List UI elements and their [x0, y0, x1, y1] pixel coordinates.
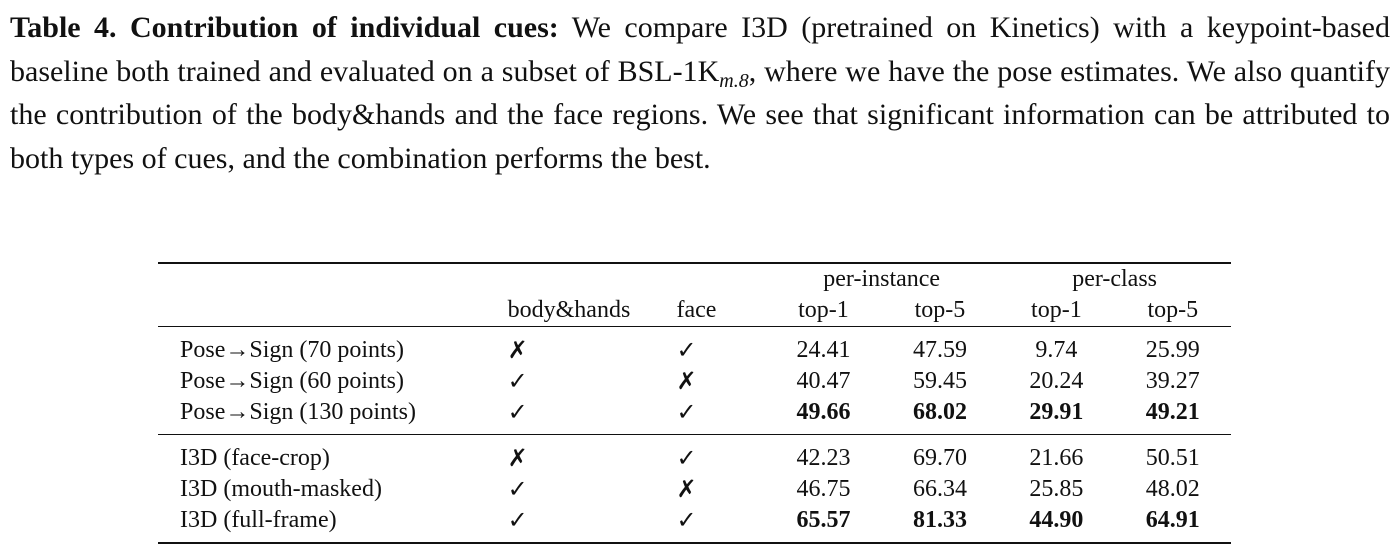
- caption-text-part1: We compare I3D (pretrained on Kinetics) …: [10, 11, 1390, 88]
- row-face-mark: ✗: [676, 367, 697, 395]
- table-row: I3D (face-crop) ✗ ✓ 42.23 69.70 21.66 50…: [158, 434, 1231, 475]
- results-table: per-instance per-class body&hands face t…: [158, 262, 1231, 544]
- table-row: I3D (mouth-masked) ✓ ✗ 46.75 66.34 25.85…: [158, 474, 1231, 505]
- caption-label: Table 4. Contribution of individual cues…: [10, 11, 559, 44]
- row-pi-top1: 46.75: [796, 476, 851, 502]
- row-face-mark: ✓: [676, 444, 697, 472]
- table-caption: Table 4. Contribution of individual cues…: [10, 6, 1390, 180]
- table-row: I3D (full-frame) ✓ ✓ 65.57 81.33 44.90 6…: [158, 505, 1231, 543]
- header-empty-method: [158, 263, 508, 295]
- row-body-hands-mark: ✗: [507, 444, 528, 472]
- row-body-hands-mark: ✓: [507, 475, 528, 503]
- caption-subscript: m.8: [719, 69, 749, 92]
- row-pc-top1: 9.74: [1035, 337, 1078, 363]
- row-pc-top5: 50.51: [1145, 445, 1200, 471]
- row-body-hands-mark: ✗: [507, 336, 528, 364]
- row-pc-top1: 20.24: [1029, 368, 1084, 394]
- row-pi-top5: 68.02: [912, 399, 967, 425]
- column-header-pi-top1: top-1: [798, 297, 849, 323]
- header-empty-face: [676, 263, 765, 295]
- row-method: I3D (face-crop): [180, 445, 330, 471]
- table-row: Pose→Sign (60 points) ✓ ✗ 40.47 59.45 20…: [158, 366, 1231, 397]
- row-pc-top1: 44.90: [1029, 507, 1084, 533]
- row-method: I3D (mouth-masked): [180, 476, 382, 502]
- row-pc-top1: 29.91: [1029, 399, 1084, 425]
- header-empty-bh: [508, 263, 677, 295]
- row-method: Pose→Sign (130 points): [180, 399, 417, 425]
- row-pi-top5: 47.59: [912, 337, 967, 363]
- group-header-per-class: per-class: [1072, 266, 1157, 292]
- row-pi-top1: 42.23: [796, 445, 851, 471]
- row-body-hands-mark: ✓: [507, 367, 528, 395]
- row-face-mark: ✗: [676, 475, 697, 503]
- row-pc-top1: 25.85: [1029, 476, 1084, 502]
- group-header-per-instance: per-instance: [823, 266, 941, 292]
- caption-text-part2: , where we have the pose estimates. We a…: [10, 54, 1390, 175]
- results-table-container: per-instance per-class body&hands face t…: [158, 262, 1231, 544]
- row-pi-top5: 81.33: [912, 507, 967, 533]
- row-body-hands-mark: ✓: [507, 398, 528, 426]
- row-pi-top1: 24.41: [796, 337, 851, 363]
- row-pi-top1: 49.66: [796, 399, 851, 425]
- column-header-row: body&hands face top-1 top-5 top-1 top-5: [158, 295, 1231, 327]
- row-pi-top5: 59.45: [912, 368, 967, 394]
- row-pc-top5: 48.02: [1145, 476, 1200, 502]
- row-pi-top1: 65.57: [796, 507, 851, 533]
- row-pc-top5: 25.99: [1145, 337, 1200, 363]
- table-row: Pose→Sign (130 points) ✓ ✓ 49.66 68.02 2…: [158, 397, 1231, 435]
- row-face-mark: ✓: [676, 398, 697, 426]
- table-row: Pose→Sign (70 points) ✗ ✓ 24.41 47.59 9.…: [158, 326, 1231, 367]
- column-header-body-hands: body&hands: [507, 297, 631, 323]
- row-face-mark: ✓: [676, 506, 697, 534]
- row-body-hands-mark: ✓: [507, 506, 528, 534]
- row-pc-top5: 39.27: [1145, 368, 1200, 394]
- column-header-pc-top1: top-1: [1031, 297, 1082, 323]
- row-pi-top5: 69.70: [912, 445, 967, 471]
- row-pc-top1: 21.66: [1029, 445, 1084, 471]
- row-pi-top1: 40.47: [796, 368, 851, 394]
- row-face-mark: ✓: [676, 336, 697, 364]
- row-pc-top5: 64.91: [1145, 507, 1200, 533]
- group-header-row: per-instance per-class: [158, 263, 1231, 295]
- row-pi-top5: 66.34: [912, 476, 967, 502]
- row-method: Pose→Sign (60 points): [180, 368, 405, 394]
- row-method: I3D (full-frame): [180, 507, 337, 533]
- row-method: Pose→Sign (70 points): [180, 337, 405, 363]
- column-header-pc-top5: top-5: [1147, 297, 1199, 323]
- row-pc-top5: 49.21: [1145, 399, 1200, 425]
- column-header-pi-top5: top-5: [914, 297, 966, 323]
- column-header-method: [158, 295, 508, 327]
- column-header-face: face: [676, 297, 717, 323]
